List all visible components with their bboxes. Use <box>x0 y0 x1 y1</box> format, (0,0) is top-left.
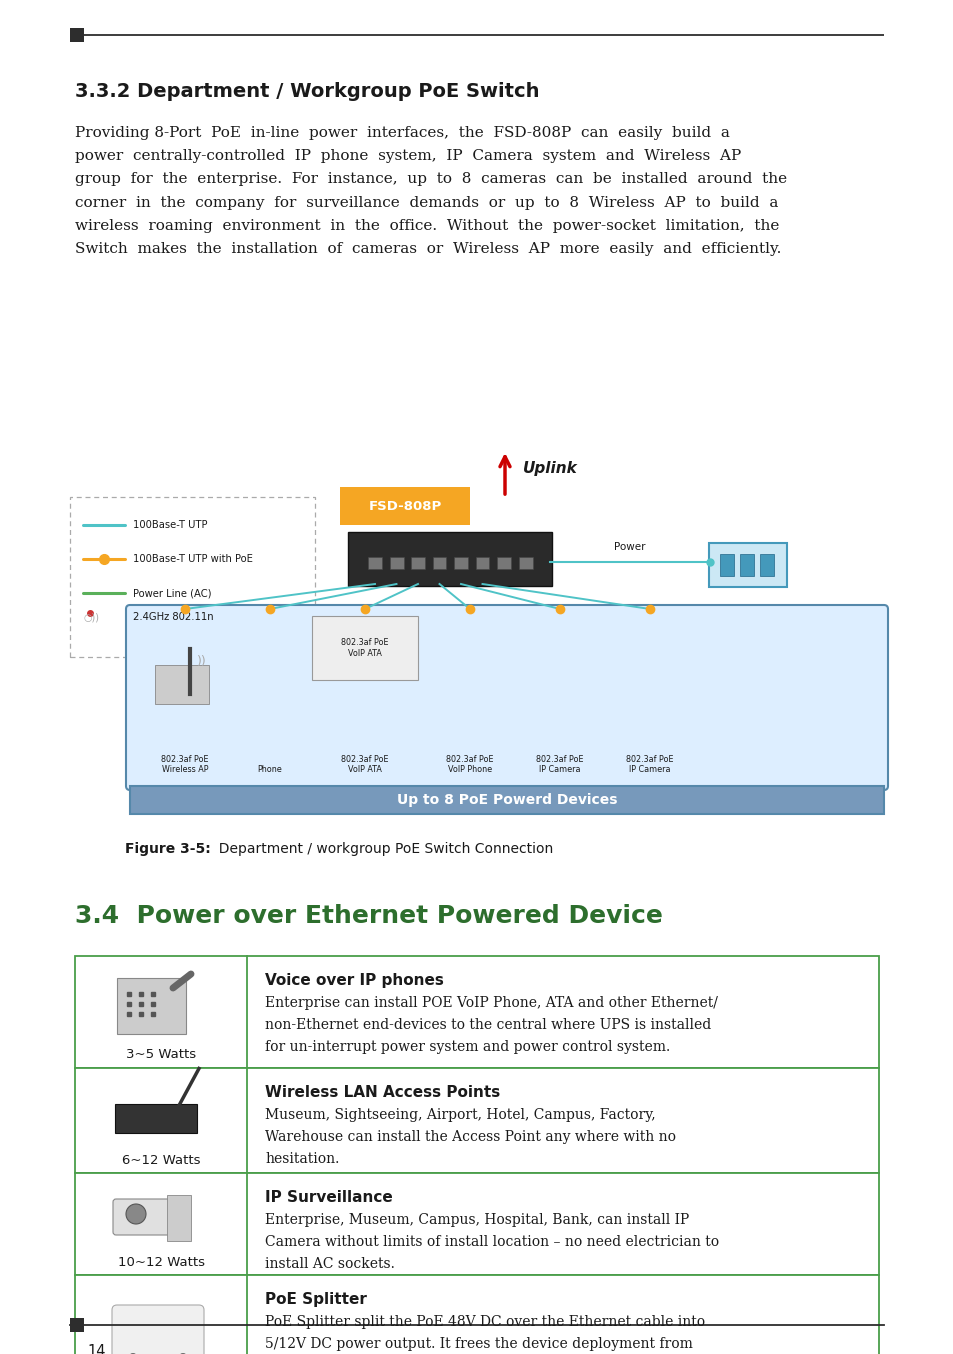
Bar <box>130 787 883 814</box>
Text: 5/12V DC power output. It frees the device deployment from: 5/12V DC power output. It frees the devi… <box>265 1336 692 1351</box>
Text: group  for  the  enterprise.  For  instance,  up  to  8  cameras  can  be  insta: group for the enterprise. For instance, … <box>75 172 786 187</box>
Bar <box>75 956 878 1068</box>
FancyBboxPatch shape <box>115 1104 196 1132</box>
Text: Providing 8-Port  PoE  in-line  power  interfaces,  the  FSD-808P  can  easily  : Providing 8-Port PoE in-line power inter… <box>75 126 729 139</box>
Bar <box>497 556 511 569</box>
Text: 802.3af PoE
VoIP Phone: 802.3af PoE VoIP Phone <box>446 754 494 774</box>
Text: 3~5 Watts: 3~5 Watts <box>126 1048 196 1062</box>
Text: 100Base-T UTP: 100Base-T UTP <box>132 520 208 529</box>
Bar <box>75 1068 878 1173</box>
Text: 14: 14 <box>87 1343 106 1354</box>
Text: Enterprise, Museum, Campus, Hospital, Bank, can install IP: Enterprise, Museum, Campus, Hospital, Ba… <box>265 1213 688 1227</box>
Bar <box>760 554 773 575</box>
Text: Department / workgroup PoE Switch Connection: Department / workgroup PoE Switch Connec… <box>210 842 553 856</box>
Text: corner  in  the  company  for  surveillance  demands  or  up  to  8  Wireless  A: corner in the company for surveillance d… <box>75 195 778 210</box>
Text: Wireless LAN Access Points: Wireless LAN Access Points <box>265 1085 499 1099</box>
Text: )): )) <box>196 654 207 668</box>
FancyBboxPatch shape <box>70 497 314 657</box>
FancyBboxPatch shape <box>112 1200 179 1235</box>
Bar <box>475 556 489 569</box>
FancyBboxPatch shape <box>339 487 470 525</box>
FancyBboxPatch shape <box>312 616 417 680</box>
Bar <box>75 1275 878 1354</box>
Text: wireless  roaming  environment  in  the  office.  Without  the  power-socket  li: wireless roaming environment in the offi… <box>75 219 779 233</box>
Text: Museum, Sightseeing, Airport, Hotel, Campus, Factory,: Museum, Sightseeing, Airport, Hotel, Cam… <box>265 1108 655 1122</box>
Text: 802.3af PoE
VoIP ATA: 802.3af PoE VoIP ATA <box>341 638 388 658</box>
Text: 802.3af PoE
Wireless AP: 802.3af PoE Wireless AP <box>161 754 209 774</box>
Text: hesitation.: hesitation. <box>265 1152 339 1166</box>
Text: 802.3af PoE
IP Camera: 802.3af PoE IP Camera <box>625 754 673 774</box>
Text: non-Ethernet end-devices to the central where UPS is installed: non-Ethernet end-devices to the central … <box>265 1018 711 1032</box>
Bar <box>411 556 424 569</box>
Text: IP Surveillance: IP Surveillance <box>265 1190 393 1205</box>
Bar <box>432 556 446 569</box>
Text: power  centrally-controlled  IP  phone  system,  IP  Camera  system  and  Wirele: power centrally-controlled IP phone syst… <box>75 149 740 164</box>
Bar <box>75 1173 878 1275</box>
Text: ○)): ○)) <box>83 612 99 621</box>
Text: 802.3af PoE
VoIP ATA: 802.3af PoE VoIP ATA <box>341 754 388 774</box>
Circle shape <box>126 1204 146 1224</box>
Bar <box>70 28 84 42</box>
FancyBboxPatch shape <box>112 1305 204 1354</box>
Text: Phone: Phone <box>257 765 282 774</box>
FancyBboxPatch shape <box>154 665 209 704</box>
Text: Enterprise can install POE VoIP Phone, ATA and other Ethernet/: Enterprise can install POE VoIP Phone, A… <box>265 997 717 1010</box>
Text: Uplink: Uplink <box>522 460 578 477</box>
Bar <box>389 556 403 569</box>
Text: Up to 8 PoE Powerd Devices: Up to 8 PoE Powerd Devices <box>396 793 617 807</box>
Text: 3.4  Power over Ethernet Powered Device: 3.4 Power over Ethernet Powered Device <box>75 904 662 927</box>
Text: Voice over IP phones: Voice over IP phones <box>265 974 443 988</box>
Text: PoE Splitter split the PoE 48V DC over the Ethernet cable into: PoE Splitter split the PoE 48V DC over t… <box>265 1315 704 1330</box>
Text: 6~12 Watts: 6~12 Watts <box>122 1154 200 1167</box>
Text: Warehouse can install the Access Point any where with no: Warehouse can install the Access Point a… <box>265 1129 676 1144</box>
Bar <box>720 554 733 575</box>
Text: 3.3.2 Department / Workgroup PoE Switch: 3.3.2 Department / Workgroup PoE Switch <box>75 83 539 102</box>
FancyBboxPatch shape <box>708 543 786 586</box>
Text: 10~12 Watts: 10~12 Watts <box>117 1255 204 1269</box>
Text: Camera without limits of install location – no need electrician to: Camera without limits of install locatio… <box>265 1235 719 1248</box>
Bar <box>70 1317 84 1331</box>
Bar <box>518 556 532 569</box>
Text: for un-interrupt power system and power control system.: for un-interrupt power system and power … <box>265 1040 670 1053</box>
Bar <box>368 556 381 569</box>
FancyBboxPatch shape <box>348 532 552 586</box>
Text: 802.3af PoE
IP Camera: 802.3af PoE IP Camera <box>536 754 583 774</box>
Text: 100Base-T UTP with PoE: 100Base-T UTP with PoE <box>132 554 253 565</box>
Text: FSD-808P: FSD-808P <box>368 500 441 513</box>
Text: Power: Power <box>614 542 645 551</box>
FancyBboxPatch shape <box>126 605 887 789</box>
Text: install AC sockets.: install AC sockets. <box>265 1257 395 1270</box>
Text: Figure 3-5:: Figure 3-5: <box>125 842 211 856</box>
Text: 2.4GHz 802.11n: 2.4GHz 802.11n <box>132 612 213 621</box>
Text: Switch  makes  the  installation  of  cameras  or  Wireless  AP  more  easily  a: Switch makes the installation of cameras… <box>75 242 781 256</box>
Bar <box>454 556 468 569</box>
FancyBboxPatch shape <box>117 978 186 1034</box>
Text: PoE Splitter: PoE Splitter <box>265 1292 367 1307</box>
FancyBboxPatch shape <box>167 1196 191 1242</box>
Bar <box>740 554 753 575</box>
Text: Power Line (AC): Power Line (AC) <box>132 588 212 598</box>
